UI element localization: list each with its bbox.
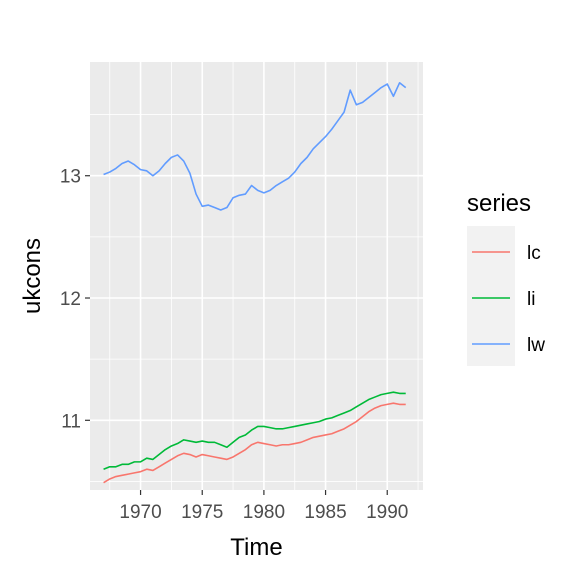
x-tick-label: 1990	[366, 502, 408, 523]
x-tick-label: 1980	[243, 502, 285, 523]
legend-keys-background	[467, 226, 515, 366]
x-tick-label: 1970	[119, 502, 161, 523]
series-line-lw	[103, 81, 407, 211]
y-axis-title: ukcons	[19, 238, 46, 314]
x-tick-label: 1985	[304, 502, 346, 523]
axes: 1970 1975 1980 1985 1990 11 12 13	[60, 167, 409, 523]
x-tick-label: 1975	[181, 502, 223, 523]
y-tick-label: 12	[60, 289, 81, 310]
legend-title: series	[467, 190, 531, 217]
legend-label-li: li	[527, 289, 535, 310]
x-axis-title: Time	[230, 534, 282, 561]
legend: series lc li lw	[467, 190, 545, 366]
series-lines	[103, 81, 407, 484]
grid-lines	[90, 62, 423, 490]
panel-background	[90, 62, 423, 490]
series-line-li	[103, 391, 406, 470]
y-tick-label: 11	[61, 411, 81, 432]
legend-label-lc: lc	[527, 243, 541, 264]
legend-label-lw: lw	[527, 335, 545, 356]
series-line-lc	[103, 402, 406, 484]
y-tick-label: 13	[60, 167, 81, 188]
